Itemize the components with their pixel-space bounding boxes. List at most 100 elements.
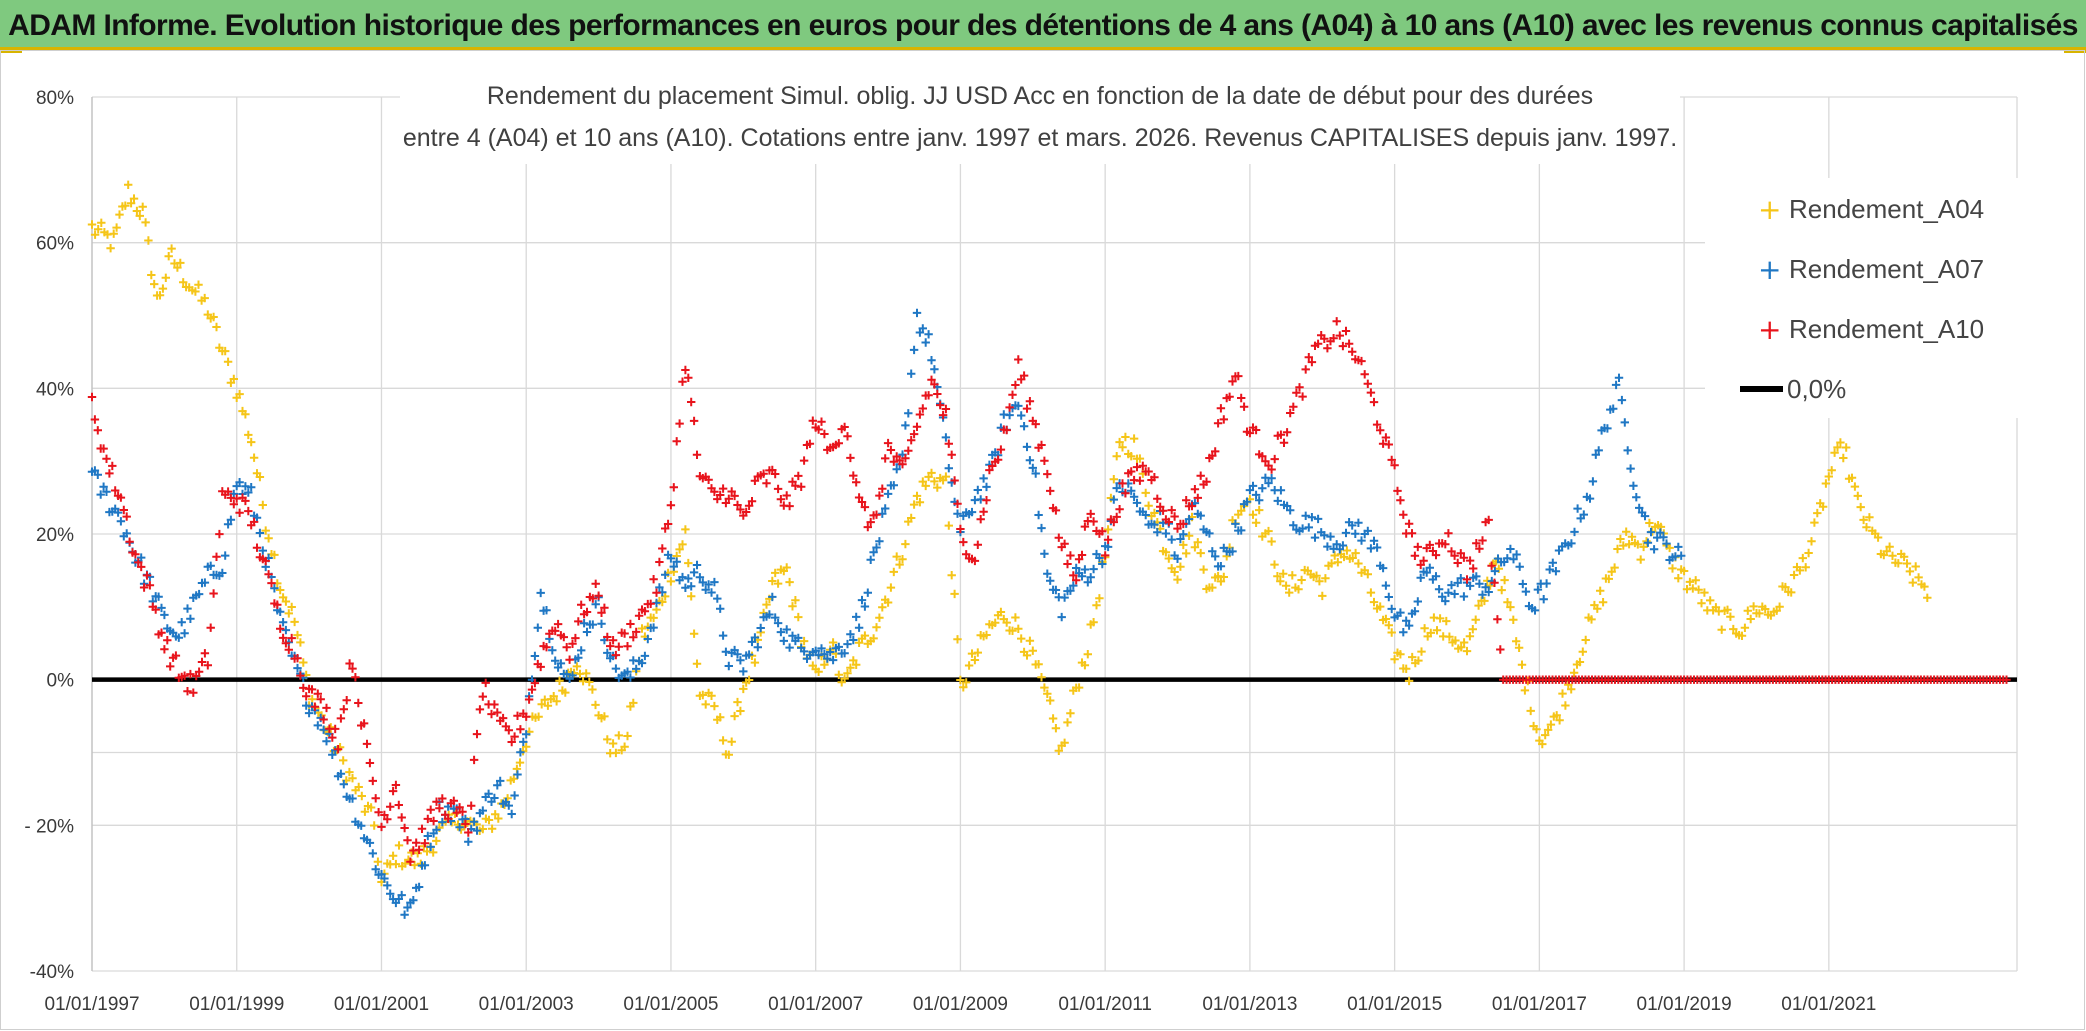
point-rendement_a10	[1019, 371, 1029, 380]
point-rendement_a07	[724, 661, 733, 671]
point-rendement_a04	[345, 767, 354, 777]
point-rendement_a04	[1512, 637, 1521, 646]
point-rendement_a07	[1548, 558, 1557, 567]
point-rendement_a10	[296, 671, 305, 680]
point-rendement_a10	[759, 469, 768, 478]
point-rendement_a10	[524, 695, 534, 704]
point-rendement_a07	[1095, 553, 1104, 563]
point-rendement_a10	[1022, 404, 1032, 413]
point-rendement_a07	[1022, 442, 1032, 452]
point-rendement_a04	[357, 791, 366, 801]
point-rendement_a10	[608, 636, 618, 645]
point-rendement_a04	[141, 218, 150, 227]
point-rendement_a10	[652, 588, 661, 597]
point-rendement_a07	[574, 653, 583, 662]
point-rendement_a10	[1307, 357, 1317, 367]
point-rendement_a10	[342, 696, 351, 705]
point-rendement_a10	[1127, 467, 1136, 476]
point-rendement_a04	[1208, 583, 1217, 592]
point-rendement_a10	[941, 404, 951, 414]
point-rendement_a04	[620, 742, 629, 751]
point-rendement_a07	[843, 639, 852, 649]
point-rendement_a04	[1795, 566, 1805, 575]
point-rendement_a10	[139, 583, 149, 592]
point-rendement_a10	[102, 454, 111, 463]
point-rendement_a04	[600, 712, 609, 721]
point-rendement_a04	[109, 229, 118, 238]
point-rendement_a10	[108, 461, 117, 471]
point-rendement_a10	[197, 657, 207, 667]
point-rendement_a10	[747, 497, 757, 506]
point-rendement_a10	[849, 471, 858, 480]
point-rendement_a07	[1614, 373, 1624, 382]
point-rendement_a04	[270, 550, 279, 560]
point-rendement_a10	[878, 484, 887, 493]
point-rendement_a04	[1366, 588, 1376, 597]
point-rendement_a04	[1882, 547, 1891, 556]
point-rendement_a07	[1167, 535, 1176, 544]
point-rendement_a10	[438, 794, 447, 803]
point-rendement_a07	[455, 823, 464, 832]
point-rendement_a04	[132, 206, 142, 216]
point-rendement_a10	[678, 377, 687, 386]
point-rendement_a10	[1469, 564, 1478, 573]
point-rendement_a07	[1629, 481, 1638, 490]
y-tick-label: 60%	[36, 234, 74, 255]
point-rendement_a10	[672, 437, 681, 446]
point-rendement_a10	[111, 486, 120, 495]
point-rendement_a04	[276, 585, 285, 595]
point-rendement_a07	[1425, 563, 1434, 572]
point-rendement_a10	[1228, 377, 1237, 386]
point-rendement_a04	[637, 624, 647, 633]
point-rendement_a07	[643, 634, 652, 644]
point-rendement_a04	[1462, 646, 1472, 656]
point-rendement_a04	[1351, 548, 1360, 558]
point-rendement_a07	[1098, 559, 1107, 569]
point-rendement_a07	[403, 903, 412, 912]
point-rendement_a10	[689, 416, 699, 426]
point-rendement_a10	[420, 839, 430, 848]
point-rendement_a07	[1307, 513, 1317, 522]
point-rendement_a07	[1444, 588, 1453, 597]
point-rendement_a07	[1083, 578, 1092, 587]
point-rendement_a04	[1740, 623, 1750, 632]
y-tick-label: 40%	[36, 379, 74, 400]
legend[interactable]: + Rendement_A04 + Rendement_A07 + Rendem…	[1705, 178, 2018, 418]
point-rendement_a04	[927, 468, 936, 478]
point-rendement_a10	[365, 758, 375, 768]
point-rendement_a04	[296, 638, 305, 647]
point-rendement_a07	[1248, 481, 1258, 491]
point-rendement_a04	[1011, 613, 1020, 622]
point-rendement_a04	[1847, 473, 1857, 482]
point-rendement_a10	[125, 537, 134, 546]
point-rendement_a04	[388, 851, 398, 860]
point-rendement_a04	[718, 736, 728, 745]
point-rendement_a07	[1173, 554, 1182, 563]
point-rendement_a10	[603, 632, 612, 642]
point-rendement_a04	[1596, 586, 1605, 595]
legend-marker-a04: +	[1758, 193, 1781, 226]
point-rendement_a10	[435, 804, 444, 813]
point-rendement_a10	[600, 603, 609, 612]
point-rendement_a04	[1497, 585, 1506, 595]
point-rendement_a07	[1301, 511, 1310, 520]
point-rendement_a10	[192, 671, 201, 681]
point-rendement_a04	[354, 782, 363, 792]
point-rendement_a07	[982, 482, 991, 492]
point-rendement_a10	[145, 581, 155, 590]
point-rendement_a07	[1310, 533, 1320, 542]
point-rendement_a04	[834, 670, 843, 679]
point-rendement_a04	[161, 273, 170, 282]
point-rendement_a04	[293, 630, 302, 640]
point-rendement_a04	[1465, 632, 1475, 641]
point-rendement_a04	[614, 731, 623, 740]
point-rendement_a10	[1135, 476, 1145, 485]
chart-title-line-2: entre 4 (A04) et 10 ans (A10). Cotations…	[403, 124, 1677, 152]
point-rendement_a04	[561, 688, 570, 697]
point-rendement_a07	[872, 543, 881, 552]
point-rendement_a10	[287, 633, 296, 643]
point-rendement_a07	[519, 737, 528, 747]
point-rendement_a07	[889, 481, 898, 490]
point-rendement_a10	[180, 671, 189, 680]
point-rendement_a07	[1620, 418, 1629, 427]
